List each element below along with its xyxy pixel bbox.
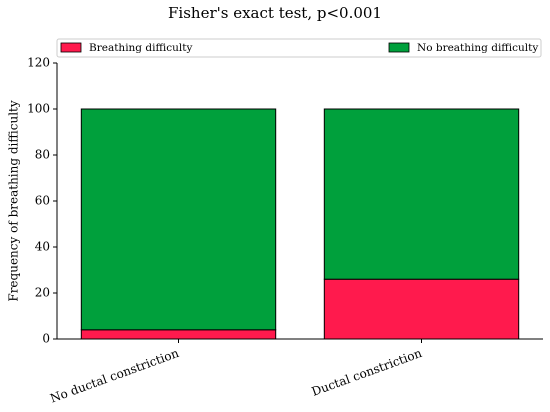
y-tick-label: 20 — [35, 286, 50, 300]
x-tick-label: No ductal constriction — [48, 346, 181, 406]
bar-segment — [323, 278, 520, 340]
legend-label: Breathing difficulty — [89, 42, 192, 54]
y-tick-label: 100 — [27, 102, 50, 116]
y-tick-label: 120 — [27, 56, 50, 70]
y-axis-label: Frequency of breathing difficulty — [7, 100, 21, 301]
bar-segment — [323, 108, 520, 280]
legend-swatch — [60, 42, 82, 53]
legend-box — [56, 38, 542, 58]
legend-label: No breathing difficulty — [417, 42, 538, 54]
legend-swatch — [388, 42, 410, 53]
chart-title: Fisher's exact test, p<0.001 — [168, 4, 382, 22]
x-tick-label: Ductal constriction — [310, 346, 424, 399]
y-tick-label: 80 — [35, 148, 50, 162]
bar-segment — [80, 329, 277, 340]
bar-segment — [80, 108, 277, 331]
y-tick-label: 40 — [35, 240, 50, 254]
y-tick-label: 60 — [35, 194, 50, 208]
y-tick-label: 0 — [42, 332, 50, 346]
